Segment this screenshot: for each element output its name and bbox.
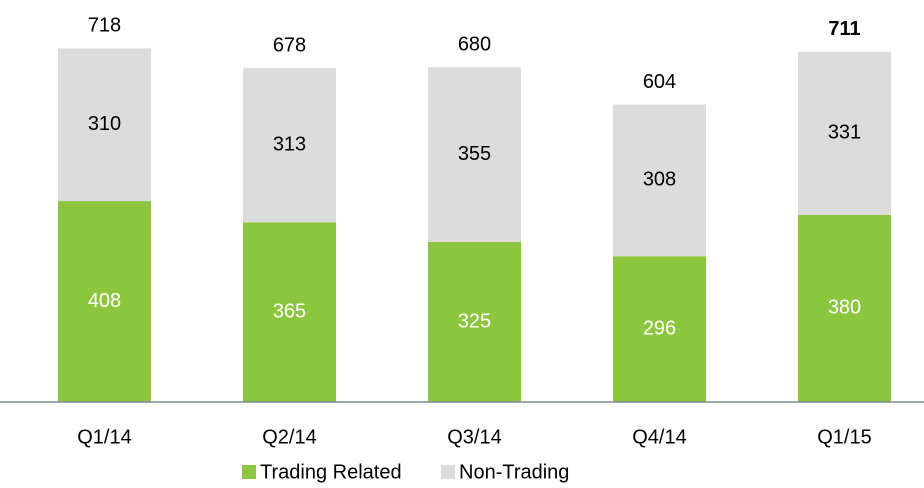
bar-segment bbox=[613, 256, 706, 402]
total-label: 680 bbox=[458, 33, 491, 55]
value-label: 331 bbox=[828, 122, 861, 144]
legend-swatch bbox=[242, 465, 256, 479]
total-label: 718 bbox=[88, 15, 121, 37]
bar-segment bbox=[243, 222, 336, 402]
value-label: 380 bbox=[828, 297, 861, 319]
bar-segment bbox=[428, 241, 521, 402]
legend-swatch bbox=[441, 465, 455, 479]
value-label: 408 bbox=[88, 290, 121, 312]
value-label: 313 bbox=[273, 133, 306, 155]
value-label: 355 bbox=[458, 143, 491, 165]
value-label: 310 bbox=[88, 113, 121, 135]
x-tick-label: Q2/14 bbox=[262, 426, 316, 448]
bar-segment bbox=[428, 67, 521, 242]
value-label: 308 bbox=[643, 169, 676, 191]
bar-segment bbox=[58, 48, 151, 202]
x-tick-label: Q1/15 bbox=[817, 426, 871, 448]
bar-segment bbox=[798, 51, 891, 215]
value-label: 365 bbox=[273, 300, 306, 322]
legend-label: Non-Trading bbox=[459, 461, 569, 483]
x-tick-label: Q1/14 bbox=[77, 426, 131, 448]
total-label: 678 bbox=[273, 34, 306, 56]
bar-segment bbox=[243, 68, 336, 223]
bar-segment bbox=[613, 104, 706, 257]
x-tick-label: Q3/14 bbox=[447, 426, 501, 448]
bar-segment bbox=[58, 201, 151, 402]
total-label: 711 bbox=[828, 18, 860, 40]
bar-segment bbox=[798, 214, 891, 402]
x-tick-label: Q4/14 bbox=[632, 426, 686, 448]
value-label: 296 bbox=[643, 317, 676, 339]
value-label: 325 bbox=[458, 310, 491, 332]
legend-label: Trading Related bbox=[260, 461, 402, 483]
total-label: 604 bbox=[643, 71, 676, 93]
